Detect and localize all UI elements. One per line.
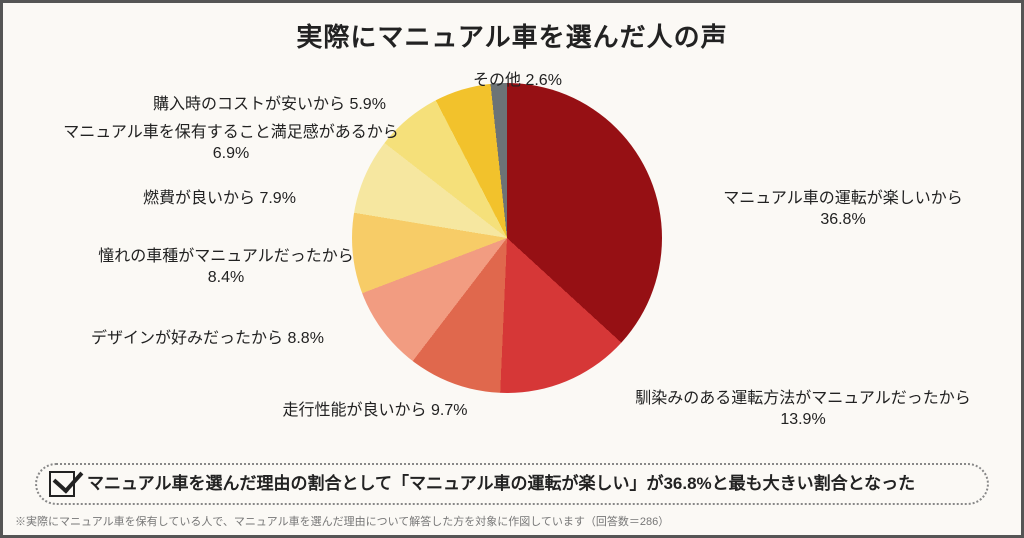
chart-frame: 実際にマニュアル車を選んだ人の声 マニュアル車の運転が楽しいから36.8% 馴染み…	[0, 0, 1024, 538]
chart-title: 実際にマニュアル車を選んだ人の声	[3, 17, 1021, 54]
slice-label: 憧れの車種がマニュアルだったから8.4%	[81, 247, 371, 289]
slice-label: マニュアル車を保有すること満足感があるから6.9%	[31, 123, 431, 165]
slice-label: その他 2.6%	[473, 71, 593, 92]
check-icon	[49, 471, 75, 497]
callout-box: マニュアル車を選んだ理由の割合として「マニュアル車の運転が楽しい」が36.8%と…	[35, 463, 989, 505]
slice-label: 走行性能が良いから 9.7%	[225, 401, 525, 422]
slice-label: 燃費が良いから 7.9%	[143, 189, 343, 210]
slice-label: マニュアル車の運転が楽しいから36.8%	[703, 189, 983, 231]
footnote-text: ※実際にマニュアル車を保有している人で、マニュアル車を選んだ理由について解答した…	[15, 513, 669, 529]
slice-label: 馴染みのある運転方法がマニュアルだったから13.9%	[613, 389, 993, 431]
slice-label: デザインが好みだったから 8.8%	[91, 329, 371, 350]
chart-area: マニュアル車の運転が楽しいから36.8% 馴染みのある運転方法がマニュアルだったか…	[3, 61, 1021, 441]
callout-text: マニュアル車を選んだ理由の割合として「マニュアル車の運転が楽しい」が36.8%と…	[87, 473, 915, 496]
slice-label: 購入時のコストが安いから 5.9%	[153, 95, 453, 116]
